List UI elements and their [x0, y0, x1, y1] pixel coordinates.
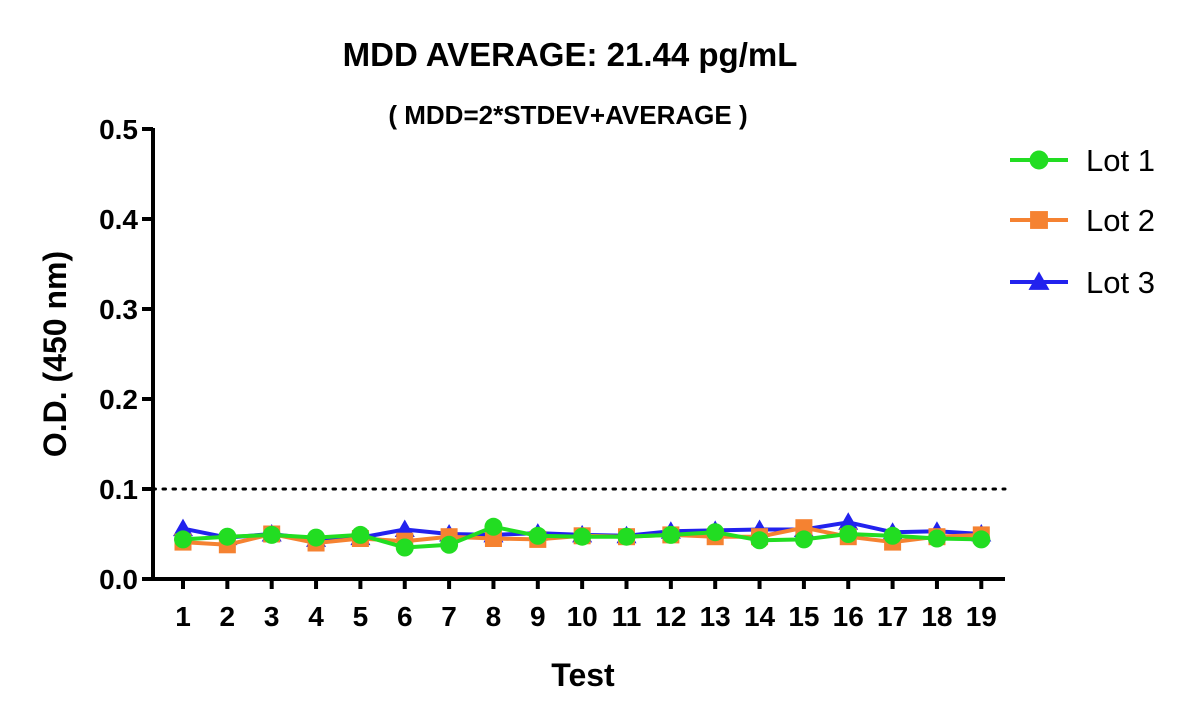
lot-1-point: [573, 527, 592, 546]
x-tick-label: 17: [877, 601, 908, 632]
legend-lot-1-label: Lot 1: [1086, 143, 1155, 178]
x-tick-label: 18: [921, 601, 952, 632]
y-axis-label: O.D. (450 nm): [37, 251, 73, 457]
lot-1-point: [395, 538, 414, 557]
lot-1-point: [440, 535, 459, 554]
x-tick-label: 4: [308, 601, 324, 632]
chart-subtitle: ( MDD=2*STDEV+AVERAGE ): [388, 100, 747, 130]
lot-1-point: [528, 526, 547, 545]
lot-1-point: [307, 528, 326, 547]
legend-lot-2-marker: [1030, 211, 1048, 229]
x-tick-label: 12: [655, 601, 686, 632]
plot-area: 0.00.10.20.30.40.51 2 3 4 5 6 7 8 9 10 11 12 13 14 15 1…: [99, 114, 1007, 632]
x-tick-label: 6: [397, 601, 413, 632]
x-tick-label: 8: [486, 601, 502, 632]
lot-1-point: [661, 525, 680, 544]
lot-1-point: [262, 525, 281, 544]
lot-1-point: [617, 527, 636, 546]
x-tick-label: 13: [700, 601, 731, 632]
lot-1-point: [927, 529, 946, 548]
y-tick-label: 0.1: [99, 474, 138, 505]
x-tick-label: 15: [788, 601, 819, 632]
legend-lot-3-label: Lot 3: [1086, 265, 1155, 300]
lot-1-point: [883, 526, 902, 545]
legend-lot-1-marker: [1029, 150, 1049, 170]
y-tick-label: 0.3: [99, 294, 138, 325]
legend: Lot 1 Lot 2 Lot 3: [1010, 143, 1155, 300]
lot-3-point: [173, 518, 193, 537]
lot-1-point: [174, 530, 192, 549]
chart-title: MDD AVERAGE: 21.44 pg/mL: [343, 36, 798, 73]
y-tick-label: 0.2: [99, 384, 138, 415]
x-tick-label: 16: [833, 601, 864, 632]
x-tick-label: 5: [353, 601, 369, 632]
y-tick-label: 0.5: [99, 114, 138, 145]
lot-1-point: [218, 527, 237, 546]
x-tick-label: 19: [966, 601, 997, 632]
lot-1-point: [750, 531, 769, 550]
lot-1-point: [972, 530, 991, 549]
x-tick-label: 3: [264, 601, 280, 632]
x-tick-label: 1: [175, 601, 191, 632]
x-tick-label: 14: [744, 601, 776, 632]
legend-lot-3-marker: [1028, 271, 1050, 290]
lot-3-point: [838, 512, 859, 530]
y-tick-label: 0.0: [99, 564, 138, 595]
legend-lot-2-label: Lot 2: [1086, 203, 1155, 238]
x-tick-label: 7: [441, 601, 457, 632]
lot-1-point: [839, 525, 858, 543]
x-axis-label: Test: [551, 657, 615, 693]
y-tick-label: 0.4: [99, 204, 138, 235]
lot-1-point: [794, 530, 813, 549]
x-tick-label: 2: [220, 601, 236, 632]
lot-3-point: [394, 519, 415, 537]
x-tick-label: 9: [530, 601, 546, 632]
x-tick-label: 10: [567, 601, 598, 632]
lot-1-point: [706, 523, 725, 542]
lot-1-point: [484, 517, 503, 536]
lot-1-point: [351, 525, 370, 544]
x-tick-label: 11: [612, 601, 642, 632]
